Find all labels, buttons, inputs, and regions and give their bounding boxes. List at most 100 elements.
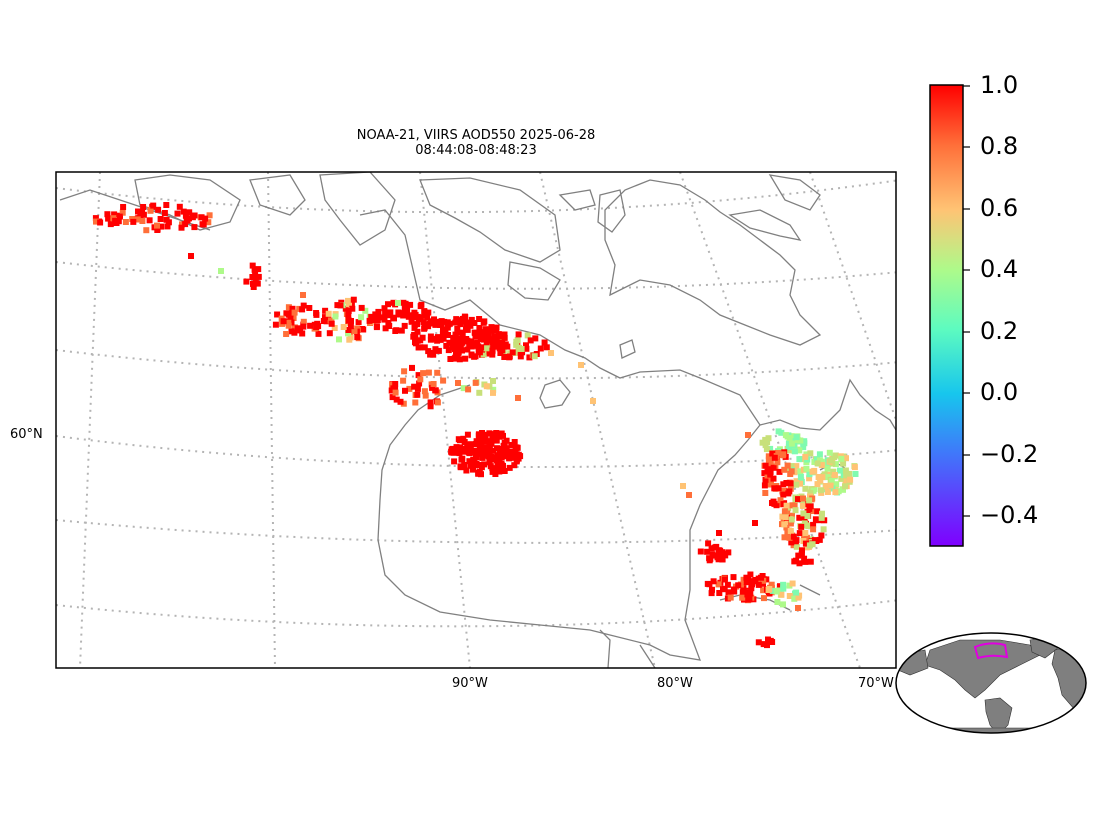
aod-pixel (827, 457, 834, 464)
aod-pixel (345, 330, 351, 337)
aod-pixel (780, 517, 787, 524)
aod-pixel (255, 266, 262, 273)
aod-pixel (515, 331, 522, 338)
aod-pixel (488, 324, 495, 331)
aod-pixel (459, 317, 466, 324)
aod-pixel (411, 331, 418, 338)
aod-pixel (182, 221, 189, 228)
aod-pixel (486, 430, 493, 437)
aod-pixel (140, 204, 147, 210)
aod-pixel (835, 488, 842, 495)
hudson-bay-coast (359, 209, 761, 661)
aod-pixel (792, 538, 799, 545)
aod-pixel (786, 534, 793, 541)
aod-pixel (299, 306, 306, 313)
james-bay-coast (599, 629, 656, 668)
aod-pixel (435, 347, 442, 354)
aod-pixel (299, 330, 306, 337)
aod-pixel (793, 543, 800, 550)
aod-pixel (840, 460, 847, 467)
aod-pixel (198, 214, 205, 221)
aod-pixel (155, 206, 162, 213)
aod-pixel (747, 571, 754, 578)
aod-pixel (328, 320, 335, 327)
aod-pixel (796, 514, 803, 521)
aod-pixel (752, 520, 758, 526)
aod-pixel (831, 472, 838, 478)
aod-pixel (250, 284, 257, 290)
aod-pixel (506, 455, 513, 462)
aod-pixel (454, 317, 461, 324)
aod-pixel (499, 467, 506, 473)
aod-pixel (515, 451, 522, 458)
aod-pixel (455, 349, 462, 356)
aod-pixel (468, 351, 475, 358)
aod-pixel (294, 325, 301, 332)
aod-pixel (793, 463, 800, 470)
aod-pixel (283, 331, 290, 337)
aod-pixel (445, 332, 451, 338)
aod-pixel (457, 463, 464, 470)
aod-pixel (417, 303, 424, 310)
aod-pixel (287, 314, 294, 321)
aod-pixel (422, 392, 429, 399)
aod-pixel (541, 339, 548, 346)
aod-pixel (414, 391, 421, 398)
aod-pixel (389, 394, 396, 401)
colorbar-tick-label: 0.0 (980, 378, 1019, 406)
aod-pixel (430, 335, 437, 342)
colorbar-tick-label: 0.2 (980, 317, 1019, 345)
aod-pixel (721, 551, 728, 557)
aod-pixel (807, 450, 814, 457)
aod-pixel (492, 343, 499, 350)
aod-pixel (381, 315, 388, 322)
aod-pixel (291, 309, 298, 316)
meridian-line (79, 172, 101, 668)
aod-pixel (119, 209, 126, 216)
aod-pixel (743, 579, 750, 586)
aod-pixel (457, 329, 464, 336)
aod-pixel (724, 581, 731, 588)
aod-pixel (382, 311, 389, 318)
aod-pixel (482, 434, 489, 441)
aod-pixel (434, 334, 441, 341)
aod-pixel (400, 377, 407, 384)
aod-pixel (454, 449, 461, 455)
aod-pixel (709, 551, 716, 558)
aod-pixel (434, 399, 441, 406)
aod-pixel (802, 485, 809, 492)
aod-pixel (174, 210, 181, 217)
aod-pixel (788, 440, 795, 447)
aod-pixel (725, 549, 732, 556)
aod-pixel (400, 400, 407, 407)
aod-pixel (800, 495, 806, 502)
aod-pixel (445, 321, 452, 328)
aod-pixel (313, 311, 320, 318)
aod-pixel (776, 468, 783, 475)
aod-pixel (842, 483, 848, 490)
aod-pixel (721, 576, 728, 583)
aod-pixel (463, 322, 470, 329)
aod-pixel (406, 385, 413, 392)
aod-pixel (460, 435, 467, 442)
aod-pixel (202, 215, 209, 222)
aod-pixel (300, 318, 307, 325)
aod-pixel (460, 448, 467, 455)
aod-pixel (484, 335, 491, 342)
aod-pixel (828, 478, 835, 484)
aod-pixel (358, 304, 365, 311)
aod-pixel (252, 269, 259, 276)
lon-label-70w: 70°W (858, 676, 894, 691)
aod-pixel (817, 477, 824, 484)
aod-pixel (590, 398, 596, 404)
aod-pixel (780, 481, 787, 488)
aod-pixel (777, 497, 784, 504)
aod-pixel (494, 445, 500, 452)
aod-pixel (485, 445, 492, 452)
aod-pixel (816, 536, 823, 543)
inset-region-box (973, 642, 1009, 660)
aod-pixel (511, 462, 518, 469)
aod-pixel (523, 342, 529, 349)
aod-pixel (497, 451, 504, 458)
